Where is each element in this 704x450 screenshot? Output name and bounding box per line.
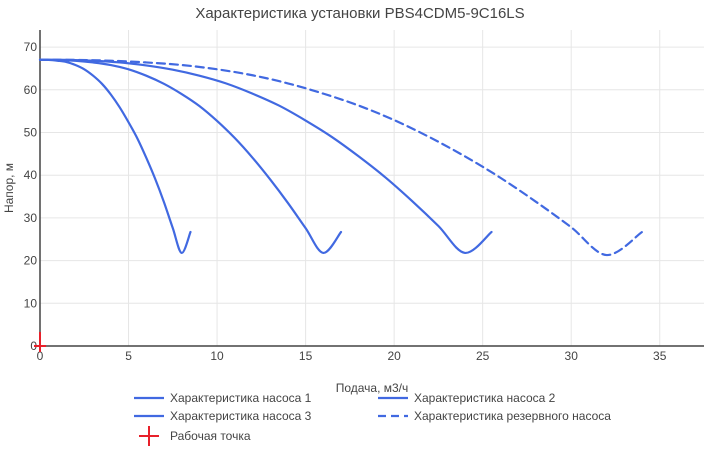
series-line-4 <box>38 58 644 257</box>
legend-label-3[interactable]: Характеристика насоса 3 <box>170 409 312 423</box>
x-tick-label: 10 <box>210 349 224 363</box>
legend-label-4[interactable]: Характеристика резервного насоса <box>414 409 611 423</box>
y-tick-label: 60 <box>24 83 38 97</box>
series-line-1 <box>38 58 192 255</box>
y-tick-label: 30 <box>24 211 38 225</box>
y-tick-label: 0 <box>30 339 37 353</box>
operating-point-layer <box>34 332 46 352</box>
y-tick-label: 40 <box>24 168 38 182</box>
x-tick-label: 25 <box>476 349 490 363</box>
legend-label-2[interactable]: Характеристика насоса 2 <box>414 391 556 405</box>
x-tick-label: 35 <box>653 349 667 363</box>
series-line-3 <box>38 58 493 255</box>
y-tick-label: 10 <box>24 296 38 310</box>
x-tick-label: 30 <box>565 349 579 363</box>
x-tick-label: 15 <box>299 349 313 363</box>
axes: 0 5 10 15 20 25 30 35 0 10 20 30 40 50 60 70 <box>24 30 704 363</box>
x-tick-label: 20 <box>387 349 401 363</box>
x-axis-title: Подача, м3/ч <box>336 381 409 395</box>
y-tick-label: 50 <box>24 125 38 139</box>
series-line-2 <box>38 58 343 255</box>
y-tick-label: 70 <box>24 40 38 54</box>
x-tick-label: 5 <box>125 349 132 363</box>
legend-label-operating-point[interactable]: Рабочая точка <box>170 429 251 443</box>
series-layer <box>38 58 644 257</box>
y-tick-label: 20 <box>24 254 38 268</box>
legend[interactable]: Характеристика насоса 1 Характеристика на… <box>134 391 611 446</box>
y-axis-title: Напор, м <box>2 163 16 213</box>
chart-title: Характеристика установки PBS4CDM5-9C16LS <box>195 5 524 22</box>
x-tick-label: 0 <box>37 349 44 363</box>
grid <box>40 30 704 346</box>
legend-label-1[interactable]: Характеристика насоса 1 <box>170 391 312 405</box>
